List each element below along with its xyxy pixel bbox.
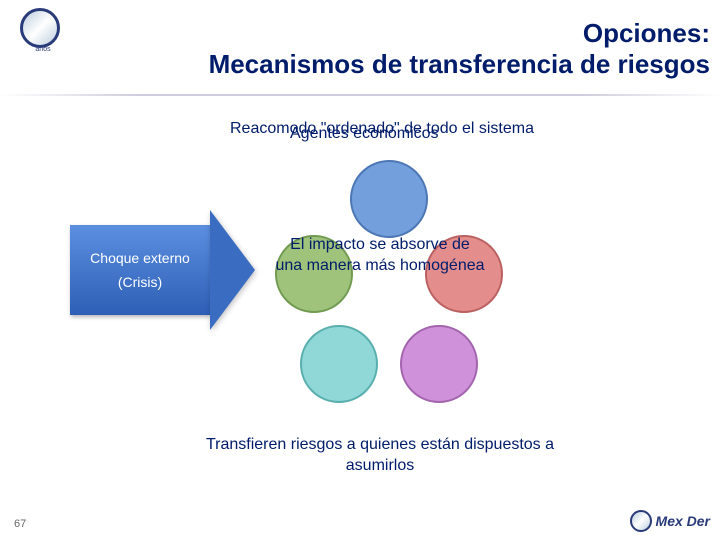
impact-text: El impacto se absorve de una manera más … xyxy=(275,235,485,277)
arrow-body: Choque externo (Crisis) xyxy=(70,225,210,315)
agent-circle xyxy=(350,160,428,238)
arrow-head-icon xyxy=(210,210,255,330)
page-number: 67 xyxy=(14,518,26,530)
top-left-logo: años xyxy=(8,8,78,58)
title-line-1: Opciones: xyxy=(90,18,710,49)
brand-text: Mex Der xyxy=(656,513,710,529)
globe-icon xyxy=(20,8,60,48)
agents-label: Agentes económicos xyxy=(290,125,439,143)
bottom-text: Transfieren riesgos a quienes están disp… xyxy=(180,435,580,477)
title-divider xyxy=(0,94,720,96)
shock-arrow: Choque externo (Crisis) xyxy=(70,225,260,315)
title-line-2: Mecanismos de transferencia de riesgos xyxy=(90,49,710,80)
globe-icon xyxy=(630,510,652,532)
agent-circle xyxy=(300,325,378,403)
slide-title: Opciones: Mecanismos de transferencia de… xyxy=(90,18,710,80)
arrow-text-line2: (Crisis) xyxy=(118,274,162,290)
logo-caption: años xyxy=(18,46,68,53)
agent-circle xyxy=(400,325,478,403)
arrow-text-line1: Choque externo xyxy=(90,250,190,266)
bottom-right-logo: Mex Der xyxy=(630,510,710,532)
